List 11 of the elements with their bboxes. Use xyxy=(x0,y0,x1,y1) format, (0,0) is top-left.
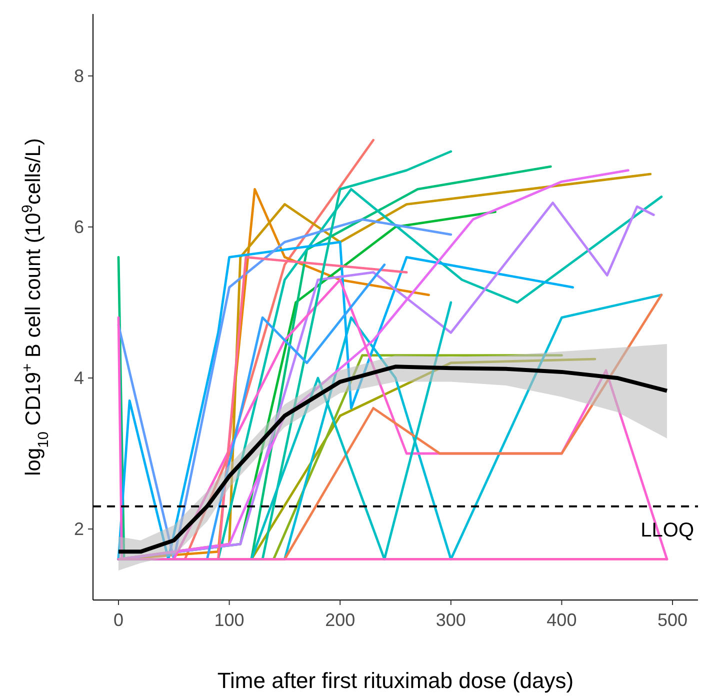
y-tick-label: 8 xyxy=(74,66,84,86)
x-tick-label: 300 xyxy=(436,610,466,630)
x-tick-label: 400 xyxy=(546,610,577,630)
y-tick-label: 2 xyxy=(74,519,84,540)
x-tick-label: 200 xyxy=(325,610,356,630)
y-tick-label: 6 xyxy=(74,216,84,237)
y-tick-label: 4 xyxy=(74,368,84,388)
x-tick-label: 0 xyxy=(113,610,124,630)
x-tick-label: 100 xyxy=(214,610,244,630)
x-axis-title: Time after first rituximab dose (days) xyxy=(217,668,574,693)
x-tick-label: 500 xyxy=(657,610,688,630)
